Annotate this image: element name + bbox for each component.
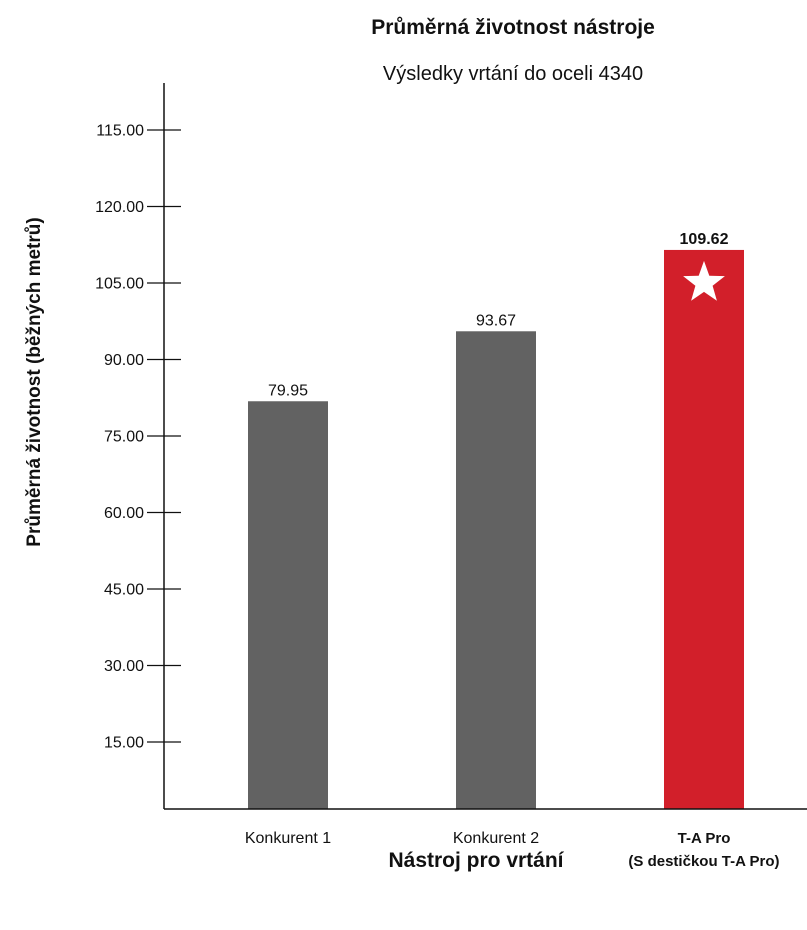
y-tick-label: 75.00 xyxy=(104,429,144,446)
y-tick-label: 15.00 xyxy=(104,735,144,752)
y-tick-label: 90.00 xyxy=(104,352,144,369)
y-axis-ticks: 15.00 30.00 45.00 60.00 75.00 90.00 105.00 120.… xyxy=(95,123,181,752)
x-category-label: Konkurent 2 xyxy=(453,830,539,847)
chart-title: Průměrná životnost nástroje xyxy=(371,16,655,39)
y-axis-label: Průměrná životnost (běžných metrů) xyxy=(24,217,45,546)
y-tick-label: 45.00 xyxy=(104,582,144,599)
y-tick-label: 115.00 xyxy=(96,123,144,140)
y-tick-label: 105.00 xyxy=(95,276,144,293)
bar xyxy=(456,331,536,809)
star-icon xyxy=(683,260,725,301)
x-category-label: (S destičkou T-A Pro) xyxy=(628,853,779,870)
bars: 79.95 93.67 109.62 xyxy=(248,231,744,810)
y-tick-label: 120.00 xyxy=(95,199,144,216)
chart-subtitle: Výsledky vrtání do oceli 4340 xyxy=(383,63,643,85)
y-tick-label: 60.00 xyxy=(104,505,144,522)
bar xyxy=(248,401,328,809)
bar-value-label: 109.62 xyxy=(680,231,729,248)
bar-value-label: 93.67 xyxy=(476,312,516,329)
bar-value-label: 79.95 xyxy=(268,382,308,399)
x-axis-categories: Konkurent 1 Konkurent 2 T-A Pro (S destičko… xyxy=(245,830,780,870)
x-category-label: Konkurent 1 xyxy=(245,830,331,847)
y-tick-label: 30.00 xyxy=(104,658,144,675)
x-category-label: T-A Pro xyxy=(678,830,731,847)
x-axis-label: Nástroj pro vrtání xyxy=(388,849,564,872)
bar xyxy=(664,249,744,810)
